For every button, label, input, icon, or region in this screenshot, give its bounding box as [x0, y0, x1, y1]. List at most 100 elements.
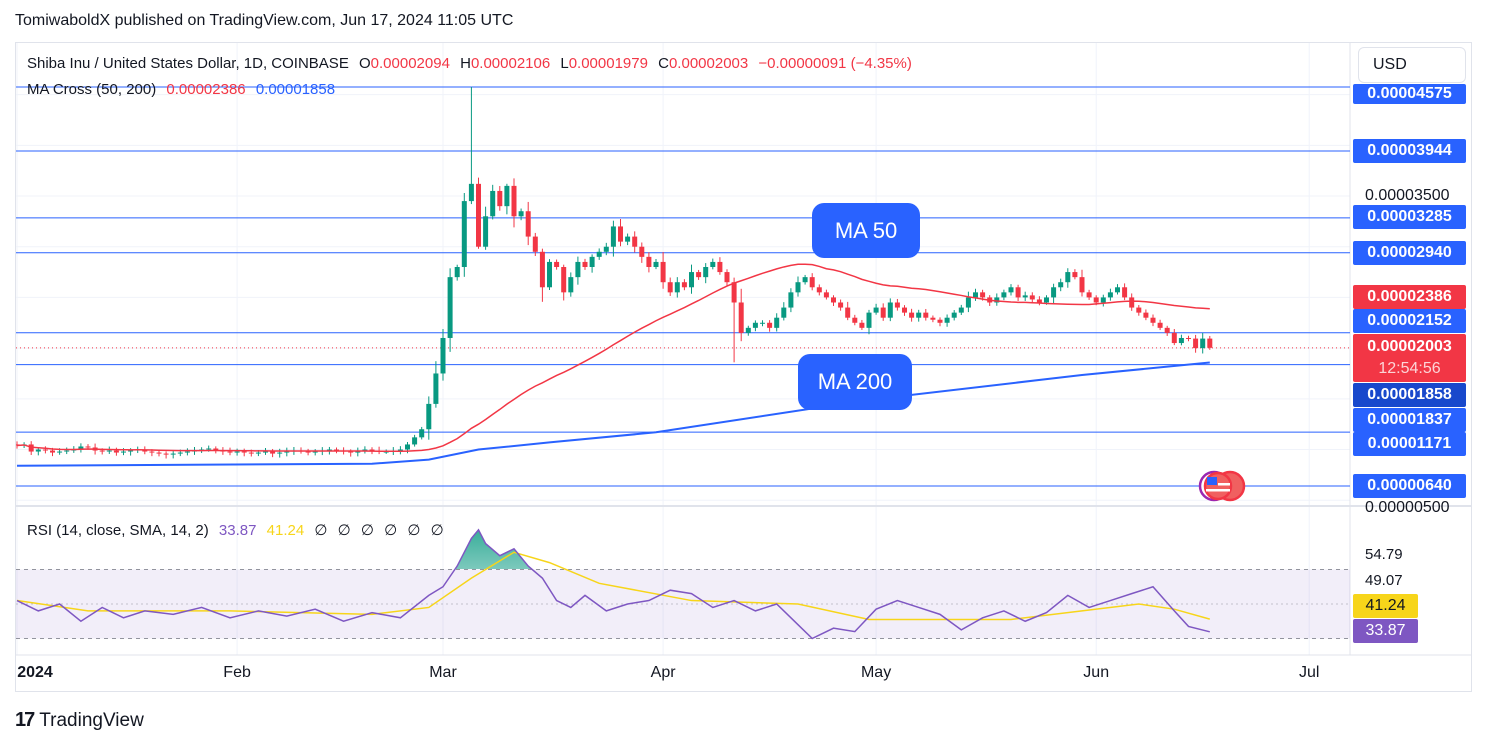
candle-body	[994, 297, 1000, 303]
candle-body	[1051, 287, 1057, 298]
ma-legend: MA Cross (50, 200) 0.00002386 0.00001858	[27, 81, 335, 98]
candle-body	[1122, 287, 1128, 298]
candle-body	[1193, 338, 1199, 349]
time-label: 2024	[17, 664, 53, 681]
ohlc-legend: Shiba Inu / United States Dollar, 1D, CO…	[27, 55, 912, 72]
candle-body	[1086, 292, 1092, 298]
rsi-legend: RSI (14, close, SMA, 14, 2) 33.87 41.24 …	[27, 521, 450, 539]
candle-body	[795, 282, 801, 293]
high-label: H	[460, 55, 471, 72]
candle-body	[1001, 292, 1007, 298]
candle-body	[689, 272, 694, 288]
empty-value: ∅	[337, 522, 351, 539]
ma50-line	[16, 263, 1210, 453]
rsi-label[interactable]: RSI (14, close, SMA, 14, 2)	[27, 522, 209, 539]
ma200-line	[16, 361, 1210, 467]
candle-body	[738, 302, 744, 333]
candle-body	[170, 453, 176, 455]
candle-body	[64, 450, 70, 452]
ma200-value: 0.00001858	[255, 81, 336, 98]
candle-body	[816, 287, 822, 293]
ma50-callout[interactable]: MA 50	[812, 203, 920, 258]
candle-body	[916, 312, 922, 318]
candle-body	[618, 226, 623, 242]
candle-body	[937, 319, 943, 323]
candle-body	[866, 312, 872, 328]
rsi-value-label: 33.87	[1353, 619, 1418, 643]
rsi-sma-value: 41.24	[266, 522, 305, 539]
ma200-price-label: 0.00001858	[1353, 383, 1466, 407]
candle-body	[859, 322, 865, 328]
candle-body	[1178, 337, 1184, 344]
candle-body	[312, 451, 318, 453]
candle-body	[582, 261, 588, 268]
candle-body	[113, 450, 119, 453]
candle-body	[440, 337, 446, 374]
bar-countdown: 12:54:56	[1378, 360, 1441, 377]
candle-body	[980, 292, 986, 298]
candle-body	[511, 185, 517, 217]
candle-body	[731, 282, 737, 303]
candle-body	[149, 451, 155, 453]
currency-button[interactable]: USD	[1358, 47, 1466, 83]
candle-body	[497, 190, 503, 207]
rsi-overbought-fill	[455, 529, 532, 569]
candle-body	[1157, 322, 1163, 328]
candle-body	[468, 183, 474, 202]
candle-body	[1129, 297, 1135, 308]
candle-body	[412, 437, 418, 445]
candle-body	[1015, 287, 1021, 298]
grid	[16, 43, 1350, 655]
low-label: L	[560, 55, 569, 72]
candle-body	[752, 322, 758, 328]
candle-body	[1107, 292, 1113, 298]
candle-body	[653, 261, 659, 268]
candle-body	[525, 211, 531, 237]
candle-body	[610, 226, 616, 247]
candle-body	[554, 261, 560, 268]
ma-cross-label[interactable]: MA Cross (50, 200)	[27, 81, 157, 98]
candle-body	[589, 256, 595, 268]
change-value: −0.00000091 (−4.35%)	[758, 55, 912, 72]
candle-body	[660, 261, 666, 283]
candle-body	[710, 261, 716, 268]
candle-body	[575, 261, 581, 278]
candle-body	[1200, 338, 1206, 349]
rsi-tick-2: 49.07	[1365, 572, 1403, 589]
candle-body	[121, 451, 126, 453]
candle-body	[930, 317, 936, 320]
time-label: Jun	[1083, 664, 1110, 681]
candle-body	[248, 452, 254, 454]
candle-body	[277, 452, 283, 454]
candle-body	[745, 327, 751, 333]
candle-body	[305, 451, 311, 453]
candle-body	[213, 448, 219, 451]
candle-body	[781, 307, 787, 318]
candle-body	[603, 246, 609, 252]
candle-body	[1072, 272, 1078, 278]
candle-body	[1186, 337, 1191, 339]
candle-body	[568, 277, 574, 293]
candle-body	[625, 236, 631, 242]
candle-body	[405, 444, 410, 450]
candle-body	[504, 185, 510, 207]
ma200-callout[interactable]: MA 200	[798, 354, 912, 410]
candle-body	[284, 451, 290, 453]
candle-body	[483, 216, 489, 247]
candle-body	[177, 452, 183, 454]
candle-body	[156, 452, 162, 454]
candle-body	[760, 322, 765, 324]
candle-body	[1136, 307, 1142, 313]
time-label: Mar	[429, 664, 457, 681]
candle-body	[1115, 287, 1120, 293]
flag-icon[interactable]	[1198, 470, 1246, 502]
candle-body	[880, 307, 886, 318]
empty-value: ∅	[384, 522, 398, 539]
close-value: 0.00002003	[668, 55, 749, 72]
symbol-name[interactable]: Shiba Inu / United States Dollar, 1D, CO…	[27, 55, 349, 72]
candle-body	[958, 307, 964, 313]
candle-body	[809, 277, 815, 288]
candle-body	[369, 449, 375, 451]
rsi-band	[16, 569, 1350, 639]
